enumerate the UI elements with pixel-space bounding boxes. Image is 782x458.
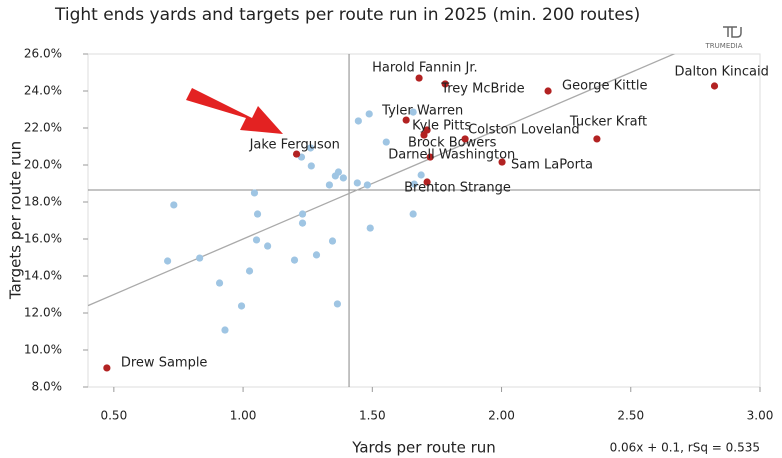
point xyxy=(363,181,371,189)
y-tick-label: 22.0% xyxy=(24,121,62,135)
point xyxy=(170,201,178,209)
point xyxy=(312,251,321,259)
point xyxy=(237,302,246,310)
point-label: Tyler Warren xyxy=(381,104,463,119)
point xyxy=(366,224,374,232)
point xyxy=(298,219,307,227)
y-tick-label: 24.0% xyxy=(24,84,62,98)
point xyxy=(215,279,224,287)
x-tick-label: 3.00 xyxy=(747,409,774,423)
point xyxy=(250,189,259,197)
point-label: Colston Loveland xyxy=(468,122,580,137)
point-label: Kyle Pitts xyxy=(412,119,471,134)
point xyxy=(410,180,418,188)
point xyxy=(306,144,315,152)
point xyxy=(333,300,342,308)
x-tick-label: 2.00 xyxy=(488,409,515,423)
point xyxy=(298,210,307,218)
point xyxy=(710,82,719,90)
point-label: Tucker Kraft xyxy=(569,114,647,129)
point-label: George Kittle xyxy=(562,79,647,94)
point xyxy=(420,131,428,139)
y-tick-label: 12.0% xyxy=(24,306,62,320)
x-tick-label: 2.50 xyxy=(617,409,644,423)
point xyxy=(196,254,204,262)
point xyxy=(382,138,390,146)
point-label: Harold Fannin Jr. xyxy=(372,61,478,76)
plot-frame xyxy=(87,53,761,388)
point xyxy=(307,162,315,170)
point xyxy=(252,236,261,244)
point xyxy=(245,267,254,275)
y-tick-label: 20.0% xyxy=(24,158,62,172)
point xyxy=(339,174,347,182)
point xyxy=(461,135,469,143)
point xyxy=(290,256,299,264)
point xyxy=(325,181,334,189)
point xyxy=(593,135,601,143)
point xyxy=(328,237,337,245)
brand: TRUMEDIA xyxy=(705,42,743,50)
point-label: Sam LaPorta xyxy=(511,158,593,173)
point-label: Brock Bowers xyxy=(408,136,497,151)
point xyxy=(253,210,262,218)
y-tick-label: 14.0% xyxy=(24,269,62,283)
point xyxy=(415,74,423,82)
point-label: Trey McBride xyxy=(440,81,524,96)
y-tick-label: 26.0% xyxy=(24,47,62,61)
y-tick-label: 10.0% xyxy=(24,343,62,357)
y-tick-label: 16.0% xyxy=(24,232,62,246)
point xyxy=(365,110,373,118)
point xyxy=(354,117,362,125)
point xyxy=(402,116,410,124)
annotation: 0.06x + 0.1, rSq = 0.535 xyxy=(610,441,760,455)
y-tick-label: 18.0% xyxy=(24,195,62,209)
point xyxy=(221,326,229,334)
point xyxy=(334,168,343,176)
point xyxy=(498,158,506,166)
point xyxy=(353,179,361,187)
point-label: Brenton Strange xyxy=(404,181,511,196)
x-tick-label: 0.50 xyxy=(100,409,127,423)
arrow xyxy=(186,88,283,134)
point xyxy=(292,150,301,158)
x-tick-label: 1.00 xyxy=(230,409,257,423)
x-tick-label: 1.50 xyxy=(359,409,386,423)
point-label: Dalton Kincaid xyxy=(675,65,769,80)
point xyxy=(417,171,425,179)
point-label: Darnell Washington xyxy=(388,148,515,163)
logo-icon xyxy=(723,26,742,38)
point xyxy=(164,257,172,265)
point-label: Jake Ferguson xyxy=(249,138,340,153)
point xyxy=(103,364,111,372)
point xyxy=(423,178,431,186)
point xyxy=(544,87,552,95)
point xyxy=(426,153,434,161)
x-axis-label: Yards per route run xyxy=(351,439,496,457)
point xyxy=(409,210,417,218)
point xyxy=(441,80,449,88)
point xyxy=(264,242,272,250)
brand-logo: TRUMEDIA xyxy=(705,26,743,50)
y-tick-label: 8.0% xyxy=(32,380,63,394)
chart-title: Tight ends yards and targets per route r… xyxy=(54,5,640,25)
y-axis-label: Targets per route run xyxy=(7,141,25,300)
point-label: Drew Sample xyxy=(121,355,208,370)
point xyxy=(409,108,417,116)
